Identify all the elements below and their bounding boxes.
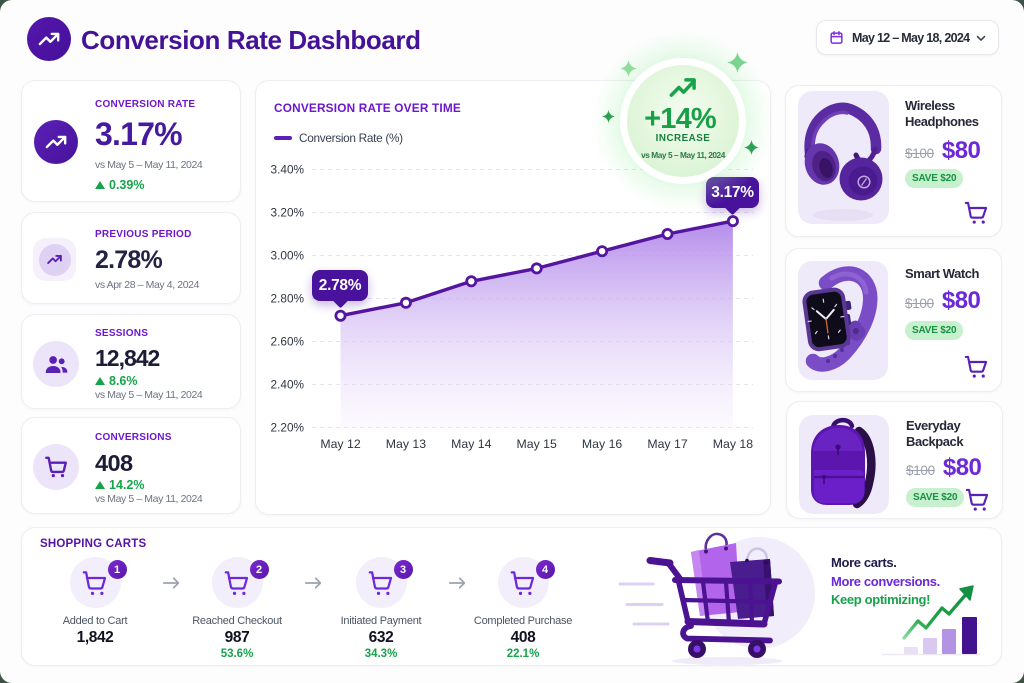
svg-text:2.40%: 2.40%: [271, 378, 305, 392]
svg-text:May 13: May 13: [386, 437, 426, 451]
svg-text:2.80%: 2.80%: [271, 292, 305, 306]
svg-text:3.00%: 3.00%: [271, 249, 305, 263]
svg-text:2.60%: 2.60%: [271, 335, 305, 349]
svg-text:May 15: May 15: [517, 437, 557, 451]
svg-text:May 18: May 18: [713, 437, 753, 451]
svg-text:2.20%: 2.20%: [271, 421, 305, 435]
svg-text:May 14: May 14: [451, 437, 491, 451]
svg-text:May 17: May 17: [647, 437, 687, 451]
svg-text:3.20%: 3.20%: [271, 206, 305, 220]
svg-text:May 16: May 16: [582, 437, 622, 451]
svg-text:May 12: May 12: [320, 437, 360, 451]
svg-text:3.40%: 3.40%: [271, 163, 305, 177]
